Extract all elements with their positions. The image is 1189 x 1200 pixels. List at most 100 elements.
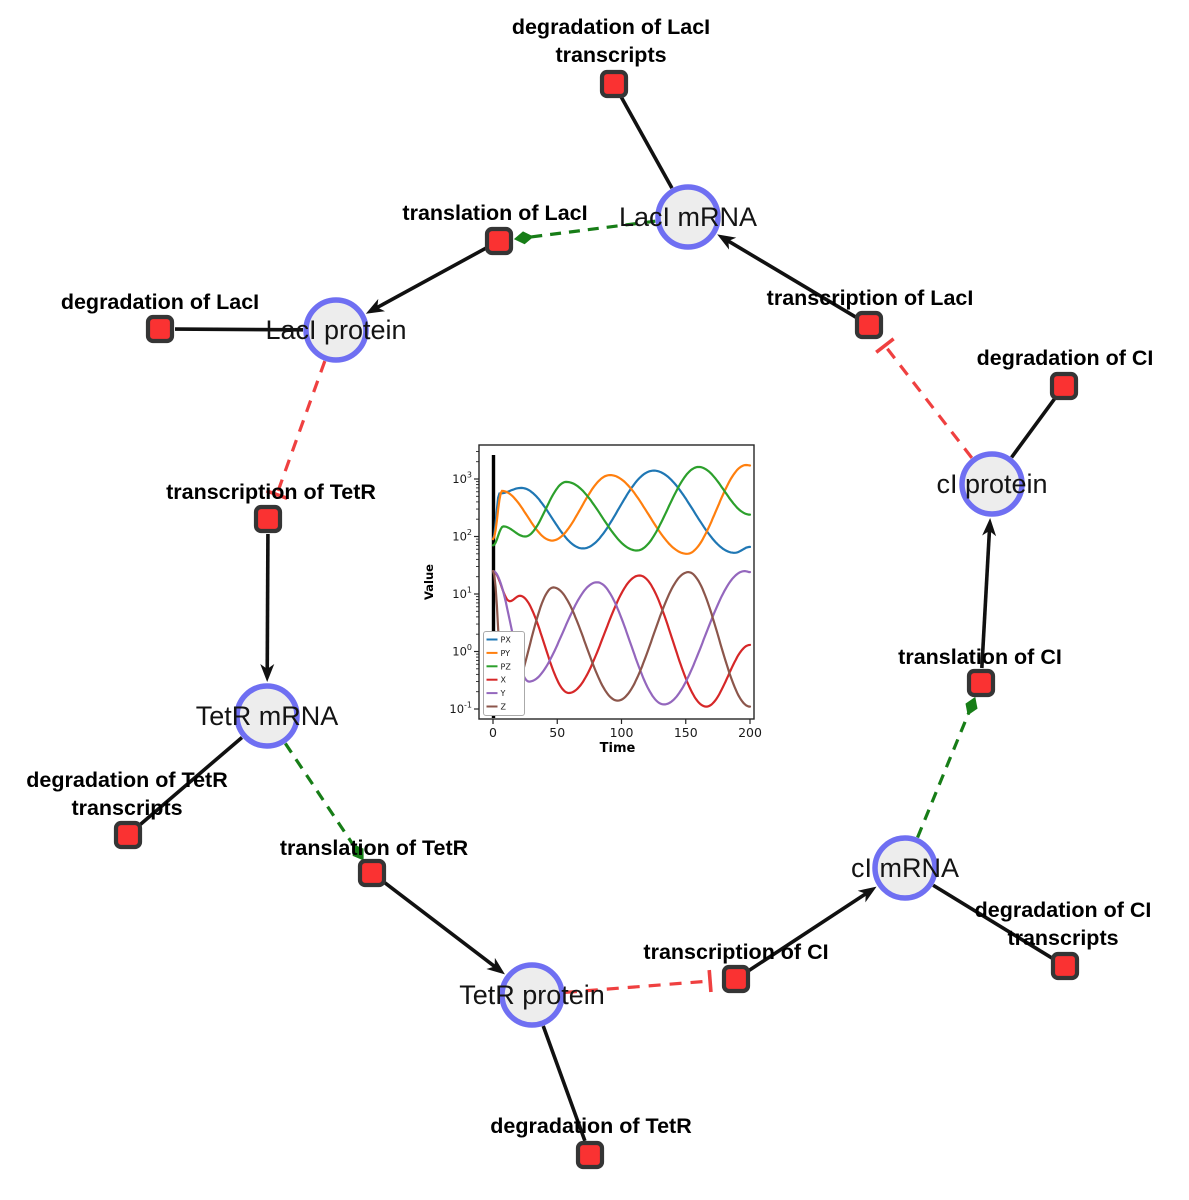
species-node-laci-mrna[interactable] — [655, 184, 721, 250]
reaction-node-translation-laci[interactable] — [484, 226, 514, 256]
edge-production-translation-laci-to-laci-protein-arrowhead — [365, 298, 385, 314]
reaction-node-deg-laci-transcripts[interactable] — [599, 69, 629, 99]
edge-production-translation-tetr-to-tetr-protein — [382, 880, 497, 969]
species-label-laci-protein: LacI protein — [265, 315, 406, 345]
species-label-tetr-mrna: TetR mRNA — [196, 701, 339, 731]
reaction-label-transcription-ci-line1: transcription of CI — [643, 940, 829, 964]
reaction-node-deg-ci[interactable] — [1049, 371, 1079, 401]
species-node-ci-mrna[interactable] — [872, 835, 938, 901]
reaction-label-deg-ci-transcripts-line2: transcripts — [1007, 926, 1119, 950]
edge-catalysis-tetr-mrna-to-translation-tetr — [284, 742, 356, 848]
species-node-tetr-protein[interactable] — [499, 962, 565, 1028]
edge-consumption-tetr-protein-to-deg-tetr — [541, 1025, 587, 1142]
species-label-tetr-mrna-line1: TetR mRNA — [195, 701, 339, 731]
species-label-tetr-protein-line1: TetR protein — [459, 980, 605, 1010]
species-label-laci-mrna-line1: LacI mRNA — [618, 202, 758, 232]
species-node-ci-protein[interactable] — [959, 451, 1025, 517]
reaction-label-deg-laci-line1: degradation of LacI — [60, 290, 260, 314]
reaction-node-transcription-ci[interactable] — [721, 964, 751, 994]
edge-consumption-tetr-mrna-to-deg-tetr-transcripts — [138, 736, 244, 827]
edge-production-translation-tetr-to-tetr-protein-arrowhead — [486, 957, 505, 975]
species-label-ci-protein: cI protein — [936, 469, 1047, 499]
series-line-z — [491, 569, 752, 711]
edge-inhibition-laci-protein-to-transcription-tetr — [275, 360, 327, 496]
chart-y-tick-label: 102 — [452, 528, 472, 544]
chart-x-axis-label: Time — [600, 741, 636, 756]
species-label-laci-protein-line1: LacI protein — [265, 315, 407, 345]
legend-label-pz: PZ — [501, 662, 512, 671]
reaction-node-deg-tetr-transcripts[interactable] — [113, 820, 143, 850]
legend-label-z: Z — [501, 703, 507, 712]
reaction-label-deg-ci-transcripts: degradation of CI transcripts — [975, 896, 1152, 952]
reaction-label-translation-tetr-line1: translation of TetR — [279, 836, 469, 860]
species-node-laci-protein[interactable] — [303, 297, 369, 363]
legend-label-py: PY — [501, 649, 511, 658]
edge-inhibition-ci-protein-to-transcription-laci — [883, 344, 974, 459]
legend-label-px: PX — [501, 636, 512, 645]
edge-catalysis-laci-mrna-to-translation-laci — [530, 219, 656, 239]
species-label-laci-mrna: LacI mRNA — [619, 202, 757, 232]
edge-production-transcription-ci-to-ci-mrna — [747, 891, 868, 973]
reaction-label-translation-ci: translation of CI — [898, 643, 1062, 671]
edge-production-transcription-tetr-to-tetr-mrna-arrowhead — [260, 663, 275, 683]
edge-inhibition-laci-protein-to-transcription-tetr-tbar — [265, 489, 288, 500]
reaction-label-deg-laci: degradation of LacI — [61, 288, 259, 316]
species-node-tetr-mrna[interactable] — [234, 683, 300, 749]
reaction-node-deg-laci[interactable] — [145, 314, 175, 344]
reaction-label-deg-tetr-line1: degradation of TetR — [490, 1114, 692, 1138]
reaction-label-deg-tetr: degradation of TetR — [490, 1112, 691, 1140]
edge-catalysis-ci-mrna-to-translation-ci-diamond — [965, 696, 978, 716]
edge-consumption-ci-mrna-to-deg-ci-transcripts — [932, 883, 1054, 960]
edge-production-transcription-laci-to-laci-mrna-arrowhead — [717, 234, 737, 250]
reaction-node-deg-tetr[interactable] — [575, 1140, 605, 1170]
species-label-ci-protein-line1: cI protein — [936, 469, 1048, 499]
reaction-label-deg-ci-transcripts-line1: degradation of CI — [974, 898, 1152, 922]
reaction-node-deg-ci-transcripts[interactable] — [1050, 951, 1080, 981]
reaction-label-deg-tetr-transcripts: degradation of TetR transcripts — [26, 766, 227, 822]
reaction-label-deg-tetr-transcripts-line2: transcripts — [71, 796, 183, 820]
chart-x-tick-label: 200 — [738, 725, 762, 740]
reaction-label-translation-laci-line1: translation of LacI — [402, 201, 588, 225]
edge-catalysis-ci-mrna-to-translation-ci — [916, 711, 971, 839]
edge-consumption-laci-mrna-to-deg-laci-transcripts — [619, 96, 674, 190]
edge-catalysis-tetr-mrna-to-translation-tetr-diamond — [352, 843, 364, 861]
chart-x-tick-label: 100 — [610, 725, 634, 740]
edge-production-transcription-laci-to-laci-mrna — [726, 239, 858, 319]
reaction-label-transcription-tetr-line1: transcription of TetR — [166, 480, 376, 504]
edge-inhibition-tetr-protein-to-transcription-ci-tbar — [707, 969, 713, 993]
reaction-node-translation-ci[interactable] — [966, 668, 996, 698]
reaction-node-transcription-laci[interactable] — [854, 310, 884, 340]
chart-y-tick-label: 100 — [452, 643, 472, 659]
chart-y-tick-label: 103 — [452, 471, 472, 487]
reaction-label-deg-laci-transcripts-line2: transcripts — [555, 43, 667, 67]
reaction-label-deg-ci-line1: degradation of CI — [976, 346, 1154, 370]
legend-label-x: X — [501, 676, 507, 685]
series-line-pz — [491, 465, 752, 552]
reaction-label-translation-laci: translation of LacI — [402, 199, 587, 227]
species-label-ci-mrna-line1: cI mRNA — [851, 853, 959, 883]
reaction-label-deg-laci-transcripts-line1: degradation of LacI — [511, 15, 711, 39]
reaction-label-transcription-ci: transcription of CI — [643, 938, 828, 966]
edge-production-transcription-ci-to-ci-mrna-arrowhead — [857, 886, 877, 903]
reaction-label-translation-tetr: translation of TetR — [280, 834, 468, 862]
series-line-y — [491, 569, 752, 706]
species-label-tetr-protein: TetR protein — [459, 980, 605, 1010]
chart-x-tick-label: 50 — [549, 725, 565, 740]
legend-label-y: Y — [500, 689, 506, 698]
reaction-label-translation-ci-line1: translation of CI — [898, 645, 1062, 669]
reaction-node-transcription-tetr[interactable] — [253, 504, 283, 534]
reaction-label-deg-tetr-transcripts-line1: degradation of TetR — [26, 768, 228, 792]
chart-y-axis-label: Value — [422, 564, 436, 600]
species-label-ci-mrna: cI mRNA — [851, 853, 959, 883]
chart-frame — [478, 444, 755, 720]
reaction-label-transcription-laci: transcription of LacI — [767, 284, 974, 312]
chart-x-tick-label: 150 — [674, 725, 698, 740]
edge-inhibition-tetr-protein-to-transcription-ci — [564, 979, 711, 995]
chart-y-tick-label: 10-1 — [449, 701, 472, 717]
edge-catalysis-laci-mrna-to-translation-laci-diamond — [513, 231, 534, 245]
reaction-label-deg-laci-transcripts: degradation of LacI transcripts — [512, 13, 710, 69]
reaction-node-translation-tetr[interactable] — [357, 858, 387, 888]
edge-inhibition-ci-protein-to-transcription-laci-tbar — [875, 337, 895, 354]
